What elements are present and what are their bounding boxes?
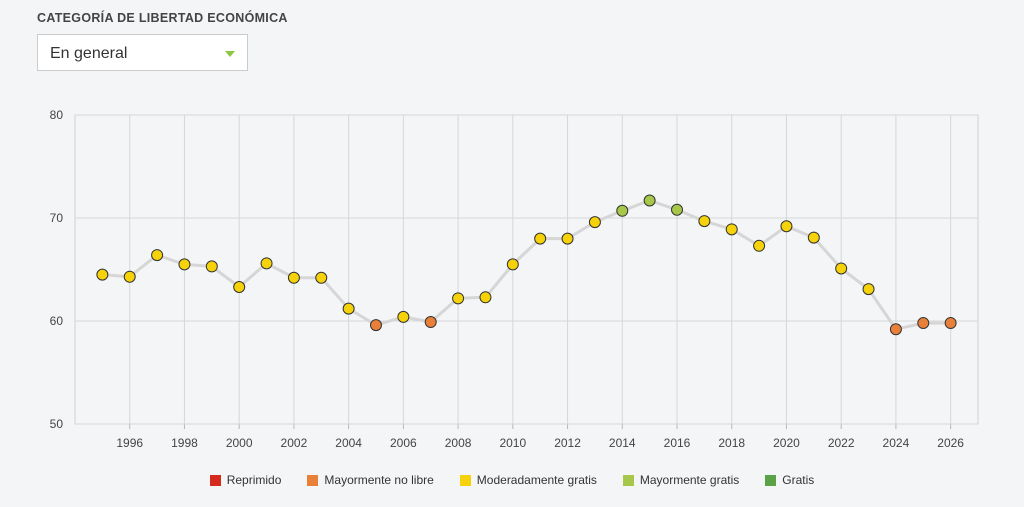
- x-tick-label: 2014: [609, 436, 636, 450]
- x-tick-label: 2022: [828, 436, 855, 450]
- data-point[interactable]: [287, 271, 300, 284]
- category-select-value: En general: [50, 45, 128, 62]
- x-tick-label: 2002: [281, 436, 308, 450]
- data-point[interactable]: [835, 262, 848, 275]
- data-point[interactable]: [123, 270, 136, 283]
- data-point[interactable]: [534, 232, 547, 245]
- legend-swatch: [307, 474, 319, 486]
- chart-legend: Reprimido Mayormente no libre Moderadament…: [0, 473, 1024, 487]
- data-point[interactable]: [233, 281, 246, 294]
- legend-item-moderately-free[interactable]: Moderadamente gratis: [459, 473, 597, 487]
- data-point[interactable]: [780, 220, 793, 233]
- legend-label: Reprimido: [226, 473, 282, 487]
- data-point[interactable]: [561, 232, 574, 245]
- x-tick-label: 2006: [390, 436, 417, 450]
- x-tick-label: 2024: [883, 436, 910, 450]
- y-tick-label: 70: [50, 211, 64, 225]
- category-select[interactable]: En general: [37, 34, 248, 71]
- legend-label: Mayormente gratis: [639, 473, 740, 487]
- legend-swatch: [622, 474, 634, 486]
- plot-area: [74, 114, 979, 425]
- data-point[interactable]: [424, 316, 437, 329]
- data-point[interactable]: [588, 216, 601, 229]
- data-point[interactable]: [753, 239, 766, 252]
- data-point[interactable]: [178, 258, 191, 271]
- legend-swatch: [765, 474, 777, 486]
- data-point[interactable]: [616, 204, 629, 217]
- x-tick-label: 2004: [335, 436, 362, 450]
- legend-item-mostly-unfree[interactable]: Mayormente no libre: [307, 473, 434, 487]
- x-tick-label: 2008: [445, 436, 472, 450]
- data-point[interactable]: [917, 317, 930, 330]
- legend-label: Gratis: [782, 473, 815, 487]
- legend-label: Moderadamente gratis: [476, 473, 597, 487]
- data-point[interactable]: [643, 194, 656, 207]
- legend-item-free[interactable]: Gratis: [765, 473, 814, 487]
- data-point[interactable]: [96, 268, 109, 281]
- data-point[interactable]: [260, 257, 273, 270]
- data-point[interactable]: [452, 292, 465, 305]
- legend-label: Mayormente no libre: [324, 473, 434, 487]
- x-tick-label: 2000: [226, 436, 253, 450]
- data-point[interactable]: [342, 302, 355, 315]
- data-point[interactable]: [479, 291, 492, 304]
- data-point[interactable]: [397, 310, 410, 323]
- data-point[interactable]: [370, 319, 382, 332]
- y-tick-label: 50: [50, 417, 64, 431]
- x-tick-label: 2020: [773, 436, 800, 450]
- data-point[interactable]: [944, 317, 957, 330]
- data-point[interactable]: [151, 249, 164, 262]
- data-point[interactable]: [807, 231, 820, 244]
- chevron-down-icon: [225, 51, 235, 57]
- x-tick-label: 2026: [937, 436, 964, 450]
- x-tick-label: 1996: [116, 436, 143, 450]
- legend-item-mostly-free[interactable]: Mayormente gratis: [622, 473, 740, 487]
- legend-swatch: [459, 474, 471, 486]
- data-point[interactable]: [725, 223, 738, 236]
- y-tick-label: 80: [50, 108, 64, 122]
- filter-title: CATEGORÍA DE LIBERTAD ECONÓMICA: [37, 11, 288, 25]
- data-point[interactable]: [698, 215, 711, 228]
- data-point[interactable]: [506, 258, 519, 271]
- x-tick-label: 2016: [664, 436, 691, 450]
- data-point[interactable]: [205, 260, 218, 273]
- x-tick-label: 2018: [718, 436, 745, 450]
- data-point[interactable]: [315, 271, 328, 284]
- y-tick-label: 60: [50, 314, 64, 328]
- x-tick-label: 2012: [554, 436, 581, 450]
- data-point[interactable]: [671, 203, 683, 216]
- data-point[interactable]: [862, 283, 875, 296]
- data-point[interactable]: [889, 323, 902, 336]
- x-tick-label: 2010: [499, 436, 526, 450]
- legend-swatch: [209, 474, 221, 486]
- legend-item-repressed[interactable]: Reprimido: [209, 473, 282, 487]
- x-tick-label: 1998: [171, 436, 198, 450]
